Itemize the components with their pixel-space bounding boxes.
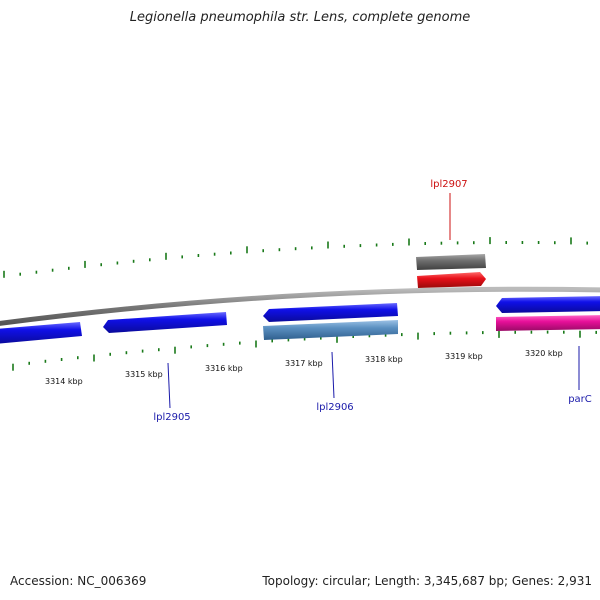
leader-lpl2905 (167, 362, 171, 409)
topology-summary: Topology: circular; Length: 3,345,687 bp… (262, 574, 592, 588)
gene-label-lpl2906[interactable]: lpl2906 (316, 402, 353, 413)
gene-label-parC[interactable]: parC (568, 394, 592, 405)
feature-cds-middle[interactable] (263, 303, 398, 322)
feature-lpl2907[interactable] (417, 272, 486, 288)
scale-label-3319: 3319 kbp (445, 352, 483, 361)
inner-tick-marks (12, 330, 598, 371)
scale-label-3314: 3314 kbp (45, 377, 83, 386)
scale-label-3315: 3315 kbp (125, 370, 163, 379)
feature-magenta[interactable] (496, 315, 600, 331)
outer-tick-marks (3, 237, 589, 278)
feature-rrna-grey[interactable] (416, 254, 486, 270)
genome-backbone (0, 286, 600, 326)
scale-label-3317: 3317 kbp (285, 359, 323, 368)
feature-lpl2905[interactable] (103, 312, 227, 333)
feature-cds-left[interactable] (0, 322, 82, 344)
accession-text: Accession: NC_006369 (10, 574, 147, 588)
gene-label-lpl2905[interactable]: lpl2905 (153, 412, 190, 423)
feature-parC[interactable] (496, 296, 600, 313)
gene-label-lpl2907[interactable]: lpl2907 (430, 179, 467, 190)
leader-lpl2906 (331, 351, 335, 399)
scale-label-3320: 3320 kbp (525, 349, 563, 358)
map-title: Legionella pneumophila str. Lens, comple… (129, 10, 471, 25)
scale-label-3316: 3316 kbp (205, 364, 243, 373)
scale-label-3318: 3318 kbp (365, 355, 403, 364)
feature-lpl2906[interactable] (263, 320, 398, 340)
